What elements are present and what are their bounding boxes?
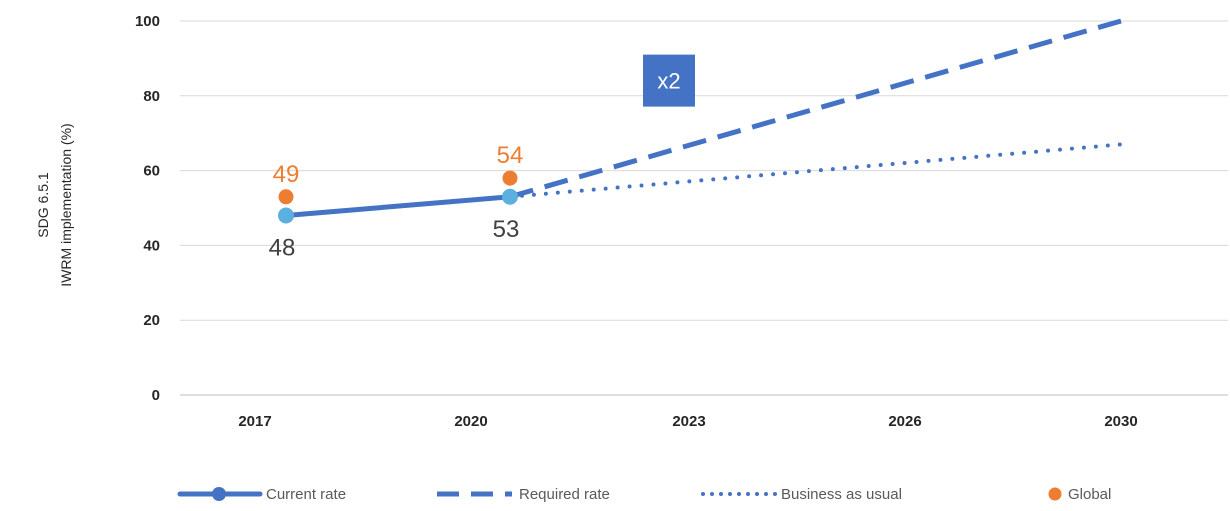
annotation-label: x2 — [657, 69, 680, 94]
data-label: 48 — [269, 234, 296, 261]
current-rate-point — [502, 188, 518, 205]
series-lines — [283, 18, 1123, 218]
data-labels: 49 54 48 53 — [269, 142, 524, 261]
annotation-box — [643, 54, 695, 107]
global-point — [502, 170, 518, 186]
legend-item: Global — [1048, 486, 1111, 503]
global-point — [278, 189, 294, 205]
legend-label: Current rate — [266, 486, 346, 503]
y-tick-label: 100 — [135, 13, 160, 30]
legend: Current rate Required rate Business as usu… — [177, 486, 1111, 503]
y-tick-label: 80 — [143, 88, 160, 105]
y-axis-title-line: IWRM implementation (%) — [58, 123, 74, 286]
y-tick-label: 0 — [152, 387, 160, 404]
x-tick-label: 2026 — [888, 413, 921, 430]
current-rate-point — [278, 207, 294, 224]
x-tick-label: 2030 — [1104, 413, 1137, 430]
legend-item: Required rate — [437, 486, 610, 503]
y-axis-title-line: SDG 6.5.1 — [35, 172, 51, 238]
legend-item: Current rate — [177, 486, 346, 503]
data-label: 54 — [497, 142, 524, 169]
data-label: 53 — [493, 216, 520, 243]
y-tick-label: 40 — [143, 237, 160, 254]
legend-label: Required rate — [519, 486, 610, 503]
annotations: x2 — [643, 54, 695, 107]
x-tick-label: 2023 — [672, 413, 705, 430]
x-axis-ticks: 2017 2020 2023 2026 2030 — [238, 413, 1137, 430]
legend-swatch-marker — [212, 487, 226, 501]
legend-label: Global — [1068, 486, 1111, 503]
legend-item: Business as usual — [701, 486, 902, 503]
data-points — [278, 170, 518, 224]
y-tick-label: 20 — [143, 312, 160, 329]
data-label: 49 — [273, 161, 300, 188]
y-tick-label: 60 — [143, 163, 160, 180]
y-axis-ticks: 0 20 40 60 80 100 — [135, 13, 160, 404]
gridlines — [180, 20, 1228, 396]
x-tick-label: 2017 — [238, 413, 271, 430]
series-line-current-rate — [283, 194, 513, 218]
legend-swatch-marker — [1048, 487, 1062, 501]
y-axis-title: SDG 6.5.1 IWRM implementation (%) — [35, 123, 74, 286]
legend-label: Business as usual — [781, 486, 902, 503]
x-tick-label: 2020 — [454, 413, 487, 430]
